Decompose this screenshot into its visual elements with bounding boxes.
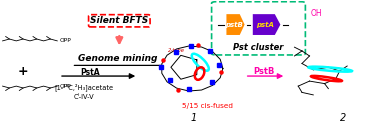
Text: 5/15 cis-fused: 5/15 cis-fused (181, 103, 232, 109)
Text: OPP: OPP (59, 38, 71, 43)
Text: [1-¹³C,²H₃]acetate
Cᴵ-IV-V: [1-¹³C,²H₃]acetate Cᴵ-IV-V (55, 84, 114, 100)
Text: Genome mining: Genome mining (78, 54, 157, 63)
Text: 2-type: 2-type (169, 48, 186, 53)
Text: PstB: PstB (254, 67, 275, 76)
Text: pstB: pstB (225, 21, 243, 28)
Text: Silent BFTS: Silent BFTS (90, 16, 149, 25)
Text: +: + (18, 65, 29, 78)
Text: PstA: PstA (80, 68, 100, 77)
Text: pstA: pstA (256, 21, 274, 28)
Text: Pst cluster: Pst cluster (233, 43, 283, 52)
Text: OH: OH (310, 9, 322, 18)
Text: 2: 2 (339, 113, 346, 123)
Text: OPP: OPP (59, 84, 71, 89)
Text: 1: 1 (191, 113, 197, 123)
FancyBboxPatch shape (212, 2, 305, 55)
